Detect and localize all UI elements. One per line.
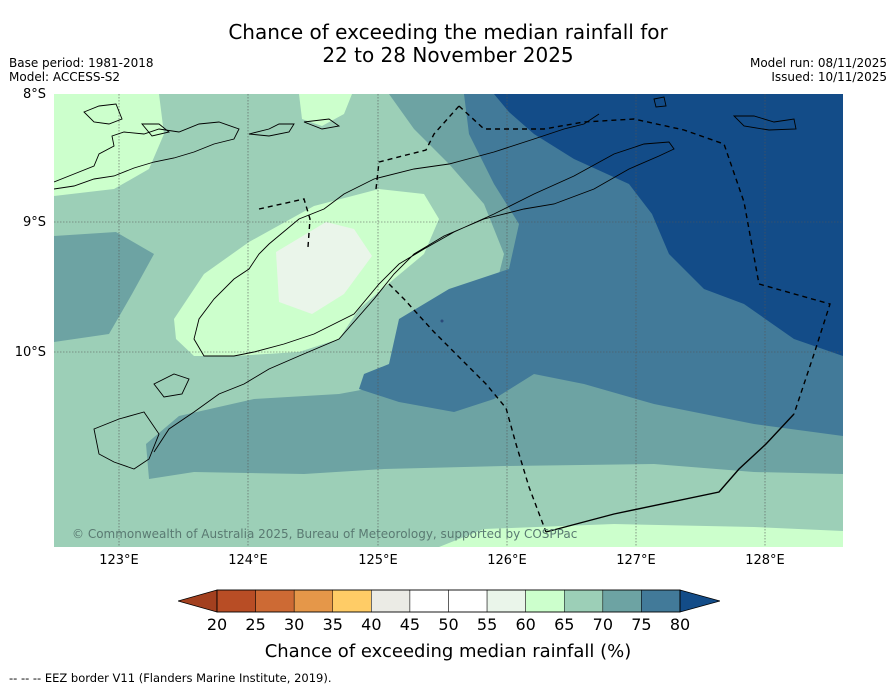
colorbar-segment (564, 589, 604, 613)
lat-label-10S: 10°S (14, 345, 46, 360)
lon-label-125E: 125°E (358, 553, 398, 568)
zone-60-65-top-center (299, 94, 352, 126)
coast-wetar (732, 115, 797, 131)
coast-islands-top (83, 103, 123, 125)
eez-solid (545, 413, 795, 533)
eez-footnote: -- -- -- EEZ border V11 (Flanders Marine… (9, 671, 332, 685)
chart-title-line-2: 22 to 28 November 2025 (322, 43, 574, 67)
colorbar-tick-label: 20 (206, 615, 228, 634)
colorbar-tick-label: 30 (283, 615, 305, 634)
zone-70-75-left (54, 232, 154, 342)
colorbar-tick-label: 80 (669, 615, 691, 634)
chart-title-line-1: Chance of exceeding the median rainfall … (228, 20, 668, 44)
base-period-text: Base period: 1981-2018 (9, 56, 154, 70)
colorbar (178, 589, 720, 613)
colorbar-segment (641, 589, 681, 613)
zone-55-60-timor (276, 222, 372, 314)
coast-flores (54, 121, 240, 190)
lon-label-126E: 126°E (487, 553, 527, 568)
colorbar-tick-label: 65 (554, 615, 575, 634)
lon-label-123E: 123°E (99, 553, 139, 568)
colorbar-extend-low (178, 589, 218, 613)
rainfall-probability-map[interactable] (54, 94, 843, 547)
colorbar-segment (525, 589, 565, 613)
lat-label-8S: 8°S (22, 87, 46, 102)
colorbar-segment (216, 589, 256, 613)
issued-text: Issued: 10/11/2025 (771, 70, 887, 84)
lon-label-128E: 128°E (745, 553, 785, 568)
colorbar-extend-high (679, 589, 720, 613)
colorbar-segment (409, 589, 449, 613)
lon-label-124E: 124°E (228, 553, 268, 568)
zone-60-65-bottom (439, 524, 843, 547)
colorbar-tick-label: 75 (631, 615, 652, 634)
coast-alor2 (303, 118, 341, 130)
coast-roti (153, 373, 190, 398)
colorbar-tick-label: 60 (515, 615, 536, 634)
lon-label-127E: 127°E (616, 553, 656, 568)
zone-60-65-top-left (54, 94, 164, 196)
colorbar-segment (371, 589, 411, 613)
colorbar-segment (486, 589, 526, 613)
coast-alor (248, 123, 295, 137)
colorbar-tick-label: 35 (322, 615, 343, 634)
lat-label-9S: 9°S (22, 215, 46, 230)
model-run-text: Model run: 08/11/2025 (749, 56, 887, 70)
colorbar-segment (448, 589, 488, 613)
colorbar-tick-label: 70 (592, 615, 613, 634)
colorbar-tick-label: 45 (399, 615, 421, 634)
eez-timor-north (375, 105, 460, 190)
model-text: Model: ACCESS-S2 (9, 70, 121, 84)
colorbar-tick-label: 40 (361, 615, 382, 634)
colorbar-segment (332, 589, 372, 613)
coast-small-islands (653, 96, 667, 108)
zone-80-plus (494, 94, 843, 356)
coast-islands-top2 (141, 123, 171, 137)
eez-timor-south (388, 283, 547, 533)
eez-east (458, 105, 831, 415)
graticule (54, 94, 843, 547)
colorbar-segment (255, 589, 295, 613)
eez-border (258, 105, 831, 533)
coast-timor (153, 113, 675, 453)
colorbar-tick-label: 55 (476, 615, 498, 634)
colorbar-tick-label: 25 (245, 615, 266, 634)
colorbar-segment (293, 589, 333, 613)
island-dot (440, 319, 444, 323)
colorbar-tick-label: 50 (438, 615, 459, 634)
coastlines (54, 96, 797, 470)
eez-west (258, 198, 311, 248)
coast-roti2 (93, 411, 160, 470)
copyright-text: © Commonwealth of Australia 2025, Bureau… (72, 527, 578, 541)
colorbar-segment (602, 589, 642, 613)
colorbar-label: Chance of exceeding median rainfall (%) (264, 641, 632, 662)
